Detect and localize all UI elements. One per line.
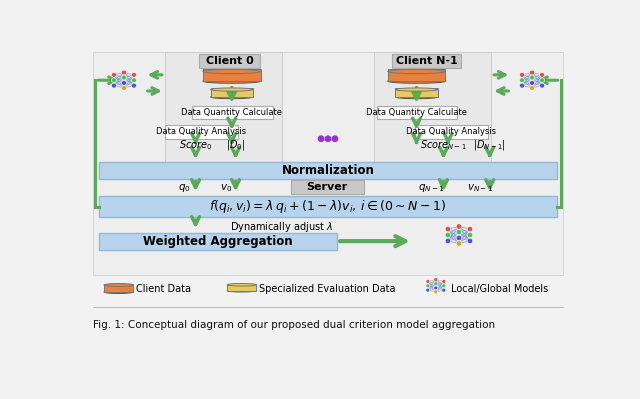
Bar [93,52,563,275]
Ellipse shape [211,88,253,91]
Circle shape [122,75,127,80]
Circle shape [467,238,472,244]
Circle shape [540,72,545,77]
Circle shape [456,235,461,241]
Circle shape [442,288,446,292]
Circle shape [529,85,534,91]
Circle shape [445,232,451,238]
Text: Fig. 1: Conceptual diagram of our proposed dual criterion model aggregation: Fig. 1: Conceptual diagram of our propos… [93,320,495,330]
Circle shape [467,232,472,238]
Circle shape [456,229,461,235]
Text: Local/Global Models: Local/Global Models [451,284,548,294]
Text: $Score_{N-1}$: $Score_{N-1}$ [420,138,467,152]
Bar [203,69,260,81]
Circle shape [540,78,545,83]
Circle shape [426,288,430,292]
Circle shape [426,284,430,288]
Bar [376,106,458,119]
Text: Data Quality Analysis: Data Quality Analysis [156,127,246,136]
Circle shape [122,85,127,91]
Circle shape [442,280,446,283]
Text: $|D_0|$: $|D_0|$ [226,138,245,152]
Text: Data Quality Analysis: Data Quality Analysis [406,127,496,136]
Bar [291,180,364,194]
Ellipse shape [227,289,257,292]
Text: Weighted Aggregation: Weighted Aggregation [143,235,292,248]
Bar [392,54,461,68]
Circle shape [434,282,438,286]
Bar [396,88,438,97]
Bar [164,52,282,176]
Circle shape [131,83,136,88]
Circle shape [434,290,438,294]
Text: $|D_{N-1}|$: $|D_{N-1}|$ [473,138,506,152]
Text: Normalization: Normalization [282,164,374,177]
Text: Client N-1: Client N-1 [396,56,458,66]
Bar [99,162,557,179]
Text: $v_0$: $v_0$ [220,182,232,194]
Circle shape [111,72,116,77]
Circle shape [520,78,525,83]
Circle shape [434,286,438,290]
Circle shape [318,136,324,141]
Circle shape [442,284,446,288]
Bar [99,196,557,217]
Circle shape [540,83,545,88]
Ellipse shape [104,284,133,286]
Text: Server: Server [307,182,348,192]
Circle shape [111,83,116,88]
Text: Data Quantity Calculate: Data Quantity Calculate [366,108,467,117]
Circle shape [131,78,136,83]
Circle shape [445,226,451,232]
Bar [192,106,273,119]
Circle shape [456,241,461,246]
Text: $q_0$: $q_0$ [179,182,191,194]
Ellipse shape [396,88,438,91]
Bar [198,54,260,68]
Text: Data Quantity Calculate: Data Quantity Calculate [181,108,282,117]
Text: $v_{N-1}$: $v_{N-1}$ [467,182,493,194]
Ellipse shape [388,79,445,83]
Bar [104,284,133,292]
Text: Client 0: Client 0 [205,56,253,66]
Bar [227,284,257,291]
Ellipse shape [396,95,438,99]
Ellipse shape [104,290,133,294]
Circle shape [122,70,127,75]
Circle shape [426,280,430,283]
Circle shape [131,72,136,77]
Text: Specialized Evaluation Data: Specialized Evaluation Data [259,284,396,294]
Ellipse shape [203,79,260,83]
Circle shape [520,83,525,88]
Bar [164,125,238,139]
Circle shape [434,278,438,282]
Circle shape [122,81,127,85]
Bar [374,52,492,176]
Bar [211,88,253,97]
Ellipse shape [388,69,445,73]
Circle shape [520,72,525,77]
Circle shape [445,238,451,244]
Bar [99,233,337,250]
Circle shape [325,136,331,141]
Circle shape [529,70,534,75]
Text: $Score_0$: $Score_0$ [179,138,212,152]
Text: $f(q_i, v_i) = \lambda\, q_i + (1-\lambda)v_i,\, i \in (0 \sim N-1)$: $f(q_i, v_i) = \lambda\, q_i + (1-\lambd… [209,198,447,215]
Ellipse shape [227,284,257,286]
Text: $q_{N-1}$: $q_{N-1}$ [419,182,445,194]
Circle shape [456,224,461,229]
Text: Dynamically adjust $\lambda$: Dynamically adjust $\lambda$ [230,219,333,233]
Bar [415,125,488,139]
Circle shape [529,75,534,80]
Circle shape [332,136,338,141]
Circle shape [467,226,472,232]
Bar [388,69,445,81]
Ellipse shape [211,95,253,99]
Circle shape [111,78,116,83]
Text: Client Data: Client Data [136,284,191,294]
Circle shape [529,81,534,85]
Ellipse shape [203,69,260,73]
